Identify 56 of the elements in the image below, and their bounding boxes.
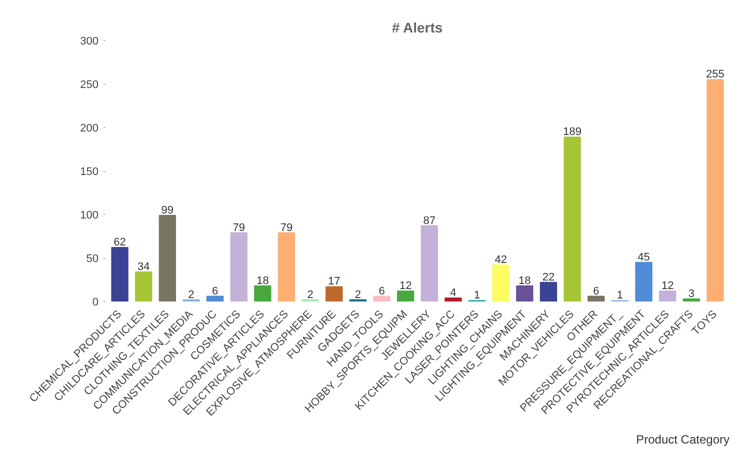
data-label: 17: [328, 276, 340, 288]
bar: [373, 296, 390, 302]
data-label: 18: [518, 274, 531, 287]
x-axis-title: Product Category: [636, 432, 730, 446]
y-tick-label: 0: [92, 296, 99, 308]
data-label: 2: [307, 288, 314, 301]
data-label: 4: [450, 287, 456, 300]
bar: [444, 298, 462, 302]
bar: [492, 264, 510, 302]
data-label: 255: [706, 68, 724, 81]
bar: [254, 285, 272, 302]
data-label: 22: [542, 271, 555, 284]
bar: [682, 298, 700, 302]
data-label: 42: [494, 254, 507, 266]
data-label: 3: [688, 288, 694, 300]
bar: [158, 214, 176, 302]
bar: [540, 282, 558, 302]
data-label: 2: [354, 288, 362, 301]
data-label: 6: [593, 285, 600, 298]
bar: [588, 296, 605, 302]
data-label: 2: [188, 288, 194, 301]
bar: [230, 232, 248, 302]
bar: [206, 296, 224, 302]
chart-title: # Alerts: [392, 20, 443, 36]
bar: [135, 271, 152, 302]
bar: [111, 247, 128, 302]
data-label: 79: [232, 222, 246, 234]
data-label: 12: [399, 280, 412, 292]
data-label: 6: [378, 285, 385, 298]
y-tick-label: 100: [80, 210, 99, 222]
y-tick-label: 200: [80, 122, 99, 134]
bar: [420, 225, 438, 302]
y-tick-label: 50: [86, 253, 99, 265]
data-label: 87: [423, 214, 436, 227]
data-label: 1: [474, 290, 480, 302]
data-label: 45: [638, 251, 650, 264]
bar: [516, 285, 534, 302]
data-label: 1: [616, 290, 624, 302]
bar: [635, 262, 652, 302]
data-label: 79: [280, 222, 293, 234]
y-tick-label: 300: [80, 36, 99, 48]
data-label: 6: [212, 285, 218, 298]
data-label: 34: [137, 260, 150, 273]
y-tick-label: 150: [80, 166, 99, 178]
bar: [326, 286, 343, 302]
data-label: 18: [256, 274, 269, 287]
data-label: 62: [114, 236, 126, 249]
bar: [658, 290, 676, 302]
y-tick-label: 250: [80, 79, 99, 91]
bar: [278, 232, 296, 302]
bar: [706, 79, 724, 302]
data-label: 99: [161, 204, 174, 216]
bar: [564, 136, 581, 302]
data-label: 189: [563, 126, 582, 138]
data-label: 12: [661, 280, 674, 292]
bar: [396, 290, 414, 302]
